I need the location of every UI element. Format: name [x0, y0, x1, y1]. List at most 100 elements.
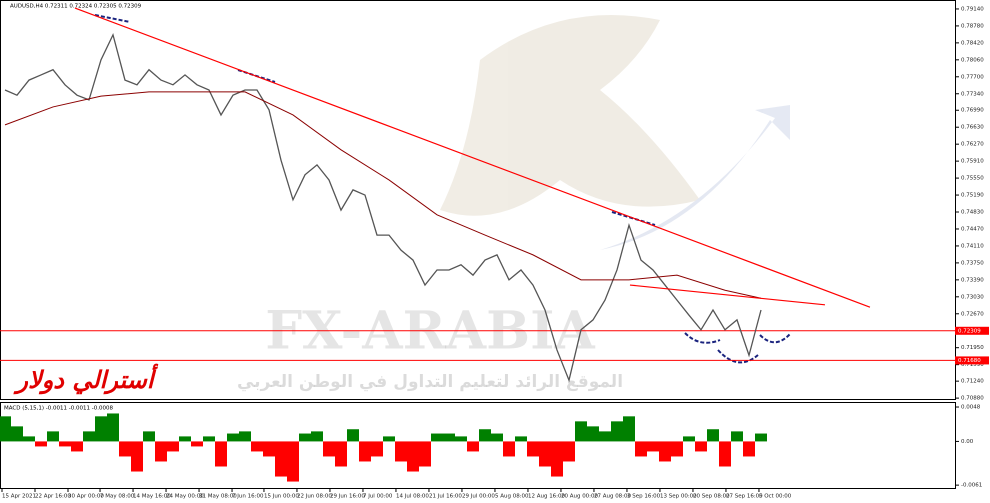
x-tick-label: 3 Sep 16:00	[627, 494, 661, 500]
macd-bar	[754, 433, 767, 442]
watermark-subtitle: الموقع الرائد لتعليم التداول في الوطن ال…	[237, 372, 623, 392]
macd-bar	[214, 441, 227, 467]
price-title: AUDUSD,H4 0.72311 0.72324 0.72305 0.7230…	[10, 4, 142, 10]
macd-bar	[406, 441, 419, 472]
x-tick-label: 7 May 08:00	[100, 494, 135, 500]
macd-bar	[82, 431, 95, 442]
macd-bar	[334, 441, 347, 467]
y-tick-label: 0.00	[961, 439, 974, 445]
y-tick-label: 0.75190	[961, 193, 984, 199]
macd-bar	[682, 436, 695, 442]
x-tick-label: 14 May 16:00	[133, 494, 171, 500]
macd-bar	[586, 426, 599, 442]
macd-panel	[0, 402, 956, 489]
y-tick-label: 0.76270	[961, 142, 984, 148]
x-tick-label: 5 Aug 08:00	[495, 494, 529, 500]
macd-bar	[622, 416, 635, 442]
y-tick-label: 0.73750	[961, 260, 984, 266]
macd-bar	[94, 416, 107, 442]
macd-bar	[502, 441, 515, 457]
macd-bar	[274, 441, 287, 477]
macd-bar	[382, 436, 395, 442]
x-tick-label: 29 Jul 00:00	[462, 494, 495, 500]
y-tick-label: 0.0048	[961, 405, 981, 411]
macd-bar	[658, 441, 671, 462]
peak-dash	[94, 14, 131, 23]
macd-bar	[430, 433, 443, 442]
y-tick-label: 0.77340	[961, 91, 984, 97]
macd-bar	[298, 433, 311, 442]
x-tick-label: 31 May 08:00	[199, 494, 237, 500]
horse-logo	[440, 15, 700, 216]
level-label: 0.71680	[958, 358, 981, 364]
macd-bar	[34, 441, 47, 447]
caption: أسترالي دولار	[12, 363, 158, 395]
macd-bar	[514, 436, 527, 442]
macd-bar	[70, 441, 83, 452]
macd-bar	[478, 429, 491, 442]
x-tick-label: 21 Jul 16:00	[429, 494, 462, 500]
price-panel	[0, 0, 956, 400]
macd-bar	[46, 431, 59, 442]
macd-bar	[718, 441, 731, 467]
macd-bar	[730, 431, 743, 442]
macd-bar	[466, 441, 479, 452]
x-tick-label: 27 Aug 08:00	[594, 494, 632, 500]
macd-bar	[550, 441, 563, 477]
macd-bar	[346, 429, 359, 442]
macd-bar	[154, 441, 167, 462]
x-tick-label: 7 Jun 16:00	[232, 494, 264, 500]
macd-title: MACD (5,15,1) -0.0011 -0.0011 -0.0008	[4, 406, 113, 412]
logo	[440, 15, 790, 250]
y-tick-label: 0.77700	[961, 74, 984, 80]
y-tick-label: 0.71590	[961, 362, 984, 368]
y-tick-label: 0.79140	[961, 6, 984, 12]
x-tick-label: 29 Jun 16:00	[330, 494, 365, 500]
macd-bar	[166, 441, 179, 452]
x-tick-label: 7 Jul 00:00	[363, 494, 393, 500]
x-tick-label: 13 Sep 00:00	[660, 494, 697, 500]
macd-bar	[202, 436, 215, 442]
macd-bar	[454, 436, 467, 442]
x-tick-label: 14 Jul 08:00	[396, 494, 429, 500]
x-tick-label: 20 Aug 00:00	[561, 494, 599, 500]
x-tick-label: 30 Apr 00:00	[68, 494, 104, 500]
y-tick-label: 0.71950	[961, 345, 984, 351]
macd-bar	[742, 441, 755, 457]
x-tick-label: 22 Apr 16:00	[35, 494, 71, 500]
trendline	[74, 7, 871, 308]
macd-bar	[358, 441, 371, 462]
macd-bar	[22, 436, 35, 442]
level-label: 0.72309	[958, 328, 981, 334]
macd-bar	[610, 421, 623, 442]
y-tick-label: 0.78420	[961, 40, 984, 46]
macd-bar	[178, 436, 191, 442]
shoulder-arc	[684, 332, 721, 344]
macd-bar	[262, 441, 275, 457]
y-tick-label: 0.71240	[961, 379, 984, 385]
macd-bar	[598, 431, 611, 442]
macd-bar	[706, 429, 719, 442]
macd-bar	[238, 431, 251, 442]
y-tick-label: 0.75550	[961, 176, 984, 182]
macd-bar	[142, 431, 155, 442]
y-tick-label: 0.78060	[961, 57, 984, 63]
y-tick-label: 0.74470	[961, 226, 984, 232]
macd-bar	[538, 441, 551, 467]
peak-dash	[611, 211, 656, 226]
level-tag	[955, 356, 989, 365]
y-tick-label: 0.78780	[961, 23, 984, 29]
x-tick-label: 27 Sep 16:00	[726, 494, 763, 500]
macd-bar	[310, 431, 323, 442]
y-tick-label: 0.73030	[961, 294, 984, 300]
macd-bar	[286, 441, 299, 482]
macd-bar	[0, 416, 11, 442]
macd-bar	[10, 426, 23, 442]
y-tick-label: 0.72670	[961, 311, 984, 317]
macd-bar	[694, 441, 707, 452]
y-tick-label: -0.0061	[961, 483, 982, 489]
trendline	[629, 284, 826, 306]
macd-bar	[574, 421, 587, 442]
y-tick-label: 0.74830	[961, 210, 984, 216]
